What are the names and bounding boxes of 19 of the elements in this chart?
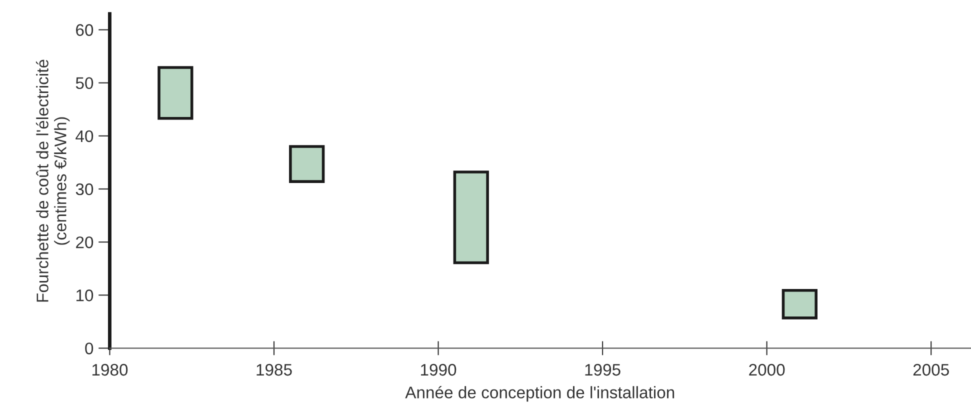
x-tick-label: 1990: [421, 364, 456, 376]
bar: [453, 170, 489, 264]
y-axis-title: Fourchette de coût de l'électricité (centimes €/kWh): [36, 60, 70, 302]
y-tick-label: 50: [76, 77, 94, 90]
x-axis-title: Année de conception de l'installation: [405, 386, 674, 402]
x-tick-label: 2005: [913, 364, 949, 376]
y-tick-label: 10: [76, 290, 94, 302]
y-tick-label: 40: [76, 130, 94, 142]
x-tick-label: 1980: [92, 364, 128, 376]
bar: [158, 66, 194, 120]
x-tick-label: 1985: [256, 364, 292, 376]
y-tick-label: 30: [76, 183, 94, 196]
x-tick-label: 2000: [749, 364, 785, 376]
x-tick-label: 1995: [585, 364, 620, 376]
y-tick-label: 20: [76, 236, 94, 248]
bar: [782, 288, 818, 320]
y-tick-label: 60: [76, 24, 94, 36]
y-tick-label: 0: [85, 342, 94, 354]
bar: [289, 145, 325, 183]
